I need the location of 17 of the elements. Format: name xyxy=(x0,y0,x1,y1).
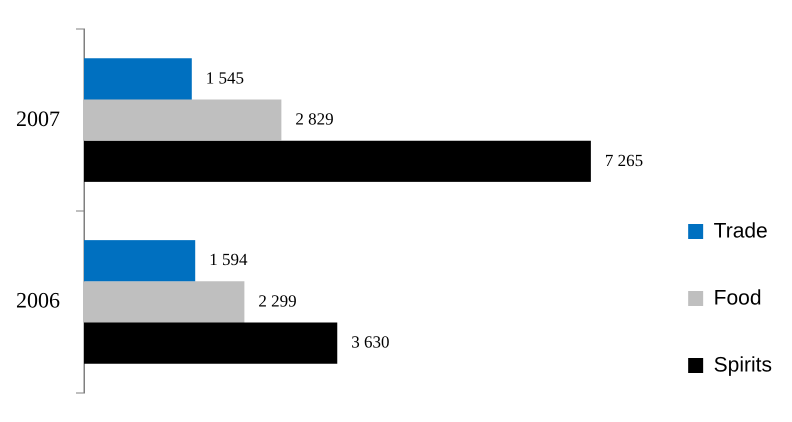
bar xyxy=(84,281,244,323)
data-label: 3 630 xyxy=(351,332,390,352)
y-tick-label: 2006 xyxy=(16,288,60,313)
data-label: 2 299 xyxy=(258,291,297,310)
bar xyxy=(84,322,338,364)
legend-label: Food xyxy=(714,286,762,310)
bar xyxy=(84,58,192,100)
bar xyxy=(84,99,282,141)
legend-label: Spirits xyxy=(714,353,772,376)
data-label: 2 829 xyxy=(295,110,334,129)
data-label: 7 265 xyxy=(604,150,644,170)
y-tick-label: 2007 xyxy=(16,106,60,131)
bar xyxy=(84,140,591,182)
bar xyxy=(84,240,196,282)
legend-label: Trade xyxy=(714,219,768,242)
data-label: 1 545 xyxy=(206,68,244,88)
data-label: 1 594 xyxy=(209,250,248,270)
